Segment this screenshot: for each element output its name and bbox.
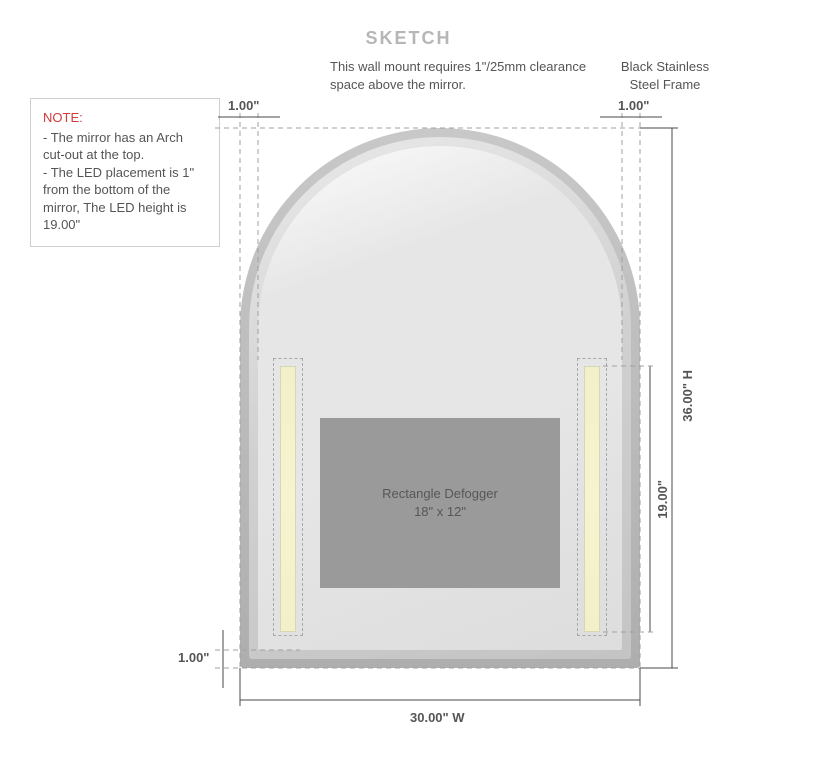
dim-width: 30.00" W	[410, 710, 465, 725]
dim-height: 36.00" H	[680, 370, 695, 422]
dim-led-height: 19.00"	[655, 480, 670, 519]
led-strip-left	[280, 366, 296, 632]
defogger-size: 18" x 12"	[414, 503, 466, 521]
defogger-title: Rectangle Defogger	[382, 485, 498, 503]
dim-inset-bottom-left: 1.00"	[178, 650, 209, 665]
dim-inset-top-left: 1.00"	[228, 98, 259, 113]
mirror: Rectangle Defogger 18" x 12"	[240, 128, 640, 668]
dim-inset-top-right: 1.00"	[618, 98, 649, 113]
defogger: Rectangle Defogger 18" x 12"	[320, 418, 560, 588]
led-strip-right	[584, 366, 600, 632]
